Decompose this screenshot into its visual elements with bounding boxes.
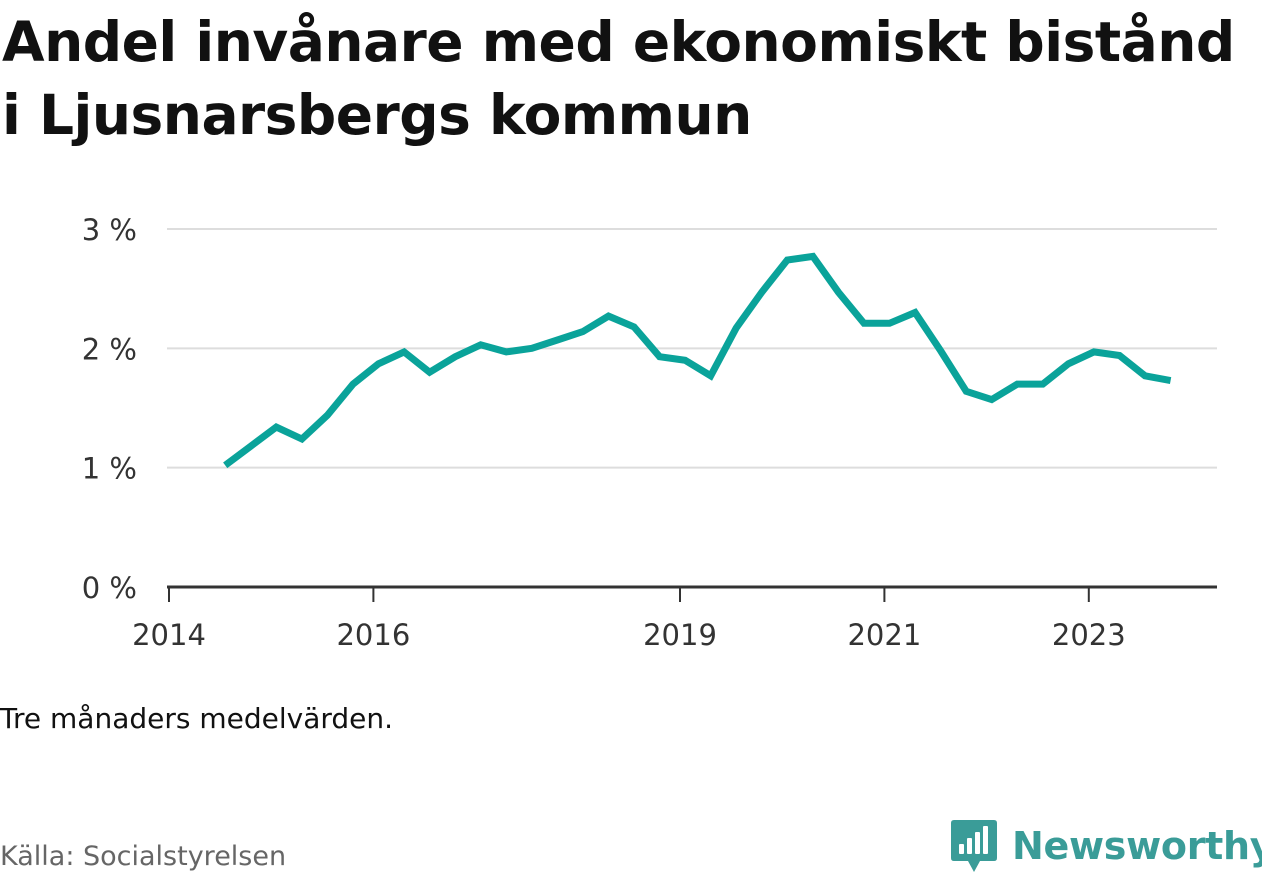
line-chart: 0 % 1 % 2 % 3 % 2014 2016 2019 2021 2023 — [82, 213, 1217, 652]
x-tick-label: 2014 — [132, 618, 206, 652]
y-tick-label: 3 % — [82, 213, 137, 247]
newsworthy-logo-icon — [951, 820, 997, 872]
chart-note: Tre månaders medelvärden. — [0, 702, 394, 735]
y-tick-label: 0 % — [82, 571, 137, 605]
y-tick-label: 1 % — [82, 452, 137, 486]
x-tick-label: 2016 — [336, 618, 410, 652]
x-tick-label: 2023 — [1052, 618, 1126, 652]
series-line-0 — [223, 252, 1172, 469]
gridlines — [167, 228, 1217, 469]
x-tick-label: 2019 — [643, 618, 717, 652]
newsworthy-wordmark: Newsworthy — [1012, 824, 1262, 868]
x-axis: 2014 2016 2019 2021 2023 — [132, 585, 1217, 652]
newsworthy-logo: Newsworthy — [950, 818, 1262, 874]
series-layer — [223, 252, 1172, 469]
chart-title: Andel invånare med ekonomiskt bistånd i … — [2, 10, 1235, 148]
y-axis-ticks: 0 % 1 % 2 % 3 % — [82, 213, 137, 605]
source-label: Källa: Socialstyrelsen — [0, 841, 287, 872]
y-tick-label: 2 % — [82, 332, 137, 366]
x-tick-label: 2021 — [847, 618, 921, 652]
